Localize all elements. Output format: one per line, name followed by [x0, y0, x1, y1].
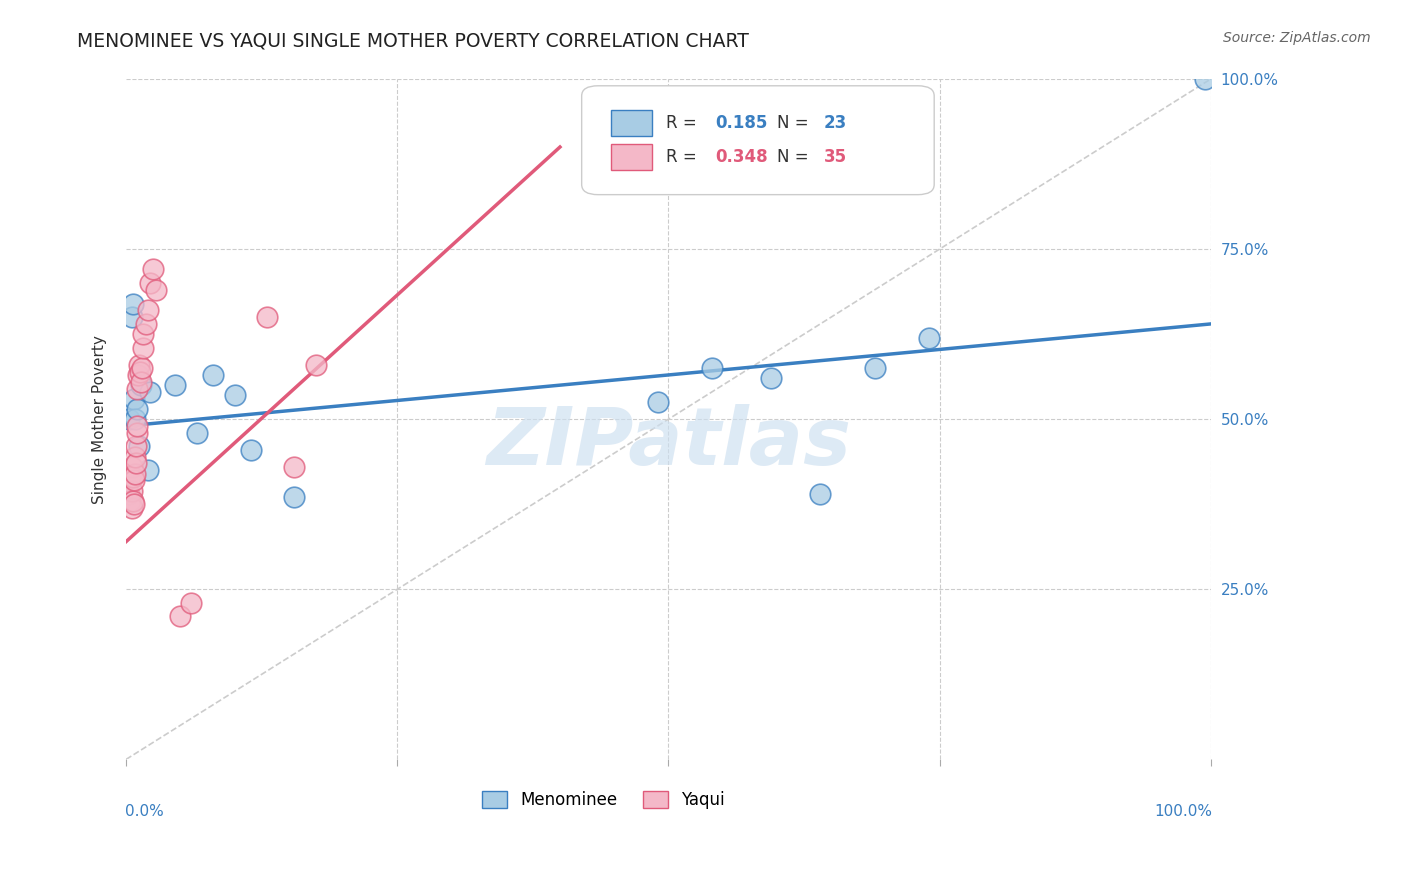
Point — [129, 375, 152, 389]
Point — [118, 487, 141, 501]
Point — [145, 283, 167, 297]
FancyBboxPatch shape — [582, 86, 934, 194]
Point — [180, 596, 202, 610]
Point — [132, 341, 155, 355]
Point — [283, 491, 305, 505]
Point — [700, 361, 723, 376]
Point — [918, 330, 941, 344]
Point — [135, 317, 157, 331]
Point — [224, 388, 246, 402]
Point — [647, 395, 669, 409]
Point — [121, 296, 143, 310]
Text: MENOMINEE VS YAQUI SINGLE MOTHER POVERTY CORRELATION CHART: MENOMINEE VS YAQUI SINGLE MOTHER POVERTY… — [77, 31, 749, 50]
Text: 0.0%: 0.0% — [125, 804, 163, 819]
Point — [124, 467, 146, 481]
Point — [129, 378, 152, 392]
Point — [163, 378, 186, 392]
Point — [125, 419, 148, 434]
Point — [129, 365, 152, 379]
Point — [132, 327, 155, 342]
Text: ZIPatlas: ZIPatlas — [486, 404, 851, 482]
Point — [121, 470, 143, 484]
Point — [142, 262, 165, 277]
Text: 35: 35 — [824, 148, 846, 166]
Point — [120, 470, 142, 484]
Point — [125, 439, 148, 453]
Point — [121, 493, 143, 508]
Text: R =: R = — [666, 114, 702, 132]
Point — [124, 412, 146, 426]
Point — [239, 442, 262, 457]
Point — [124, 450, 146, 464]
Point — [169, 609, 191, 624]
Text: 0.348: 0.348 — [716, 148, 768, 166]
Point — [128, 439, 150, 453]
Point — [283, 459, 305, 474]
Point — [125, 457, 148, 471]
Legend: Menominee, Yaqui: Menominee, Yaqui — [475, 784, 731, 815]
Point — [120, 493, 142, 508]
Point — [121, 310, 143, 325]
Point — [305, 358, 328, 372]
Text: 100.0%: 100.0% — [1154, 804, 1212, 819]
Point — [761, 371, 783, 385]
Text: Source: ZipAtlas.com: Source: ZipAtlas.com — [1223, 31, 1371, 45]
Point — [131, 361, 153, 376]
Point — [186, 425, 208, 440]
Point — [121, 500, 143, 515]
Point — [125, 425, 148, 440]
Point — [256, 310, 278, 325]
Point — [122, 474, 145, 488]
Point — [121, 483, 143, 498]
Point — [139, 276, 162, 290]
Text: 0.185: 0.185 — [716, 114, 768, 132]
Point — [136, 303, 159, 318]
FancyBboxPatch shape — [612, 145, 652, 170]
Point — [117, 483, 139, 498]
Point — [136, 463, 159, 477]
Point — [122, 392, 145, 406]
Point — [139, 384, 162, 399]
Text: N =: N = — [778, 148, 814, 166]
FancyBboxPatch shape — [612, 111, 652, 136]
Text: N =: N = — [778, 114, 814, 132]
Text: R =: R = — [666, 148, 702, 166]
Point — [122, 497, 145, 511]
Point — [118, 412, 141, 426]
Point — [201, 368, 224, 382]
Text: 23: 23 — [824, 114, 846, 132]
Point — [125, 401, 148, 416]
Y-axis label: Single Mother Poverty: Single Mother Poverty — [93, 334, 107, 504]
Point — [128, 358, 150, 372]
Point — [863, 361, 886, 376]
Point — [125, 382, 148, 396]
Point — [808, 487, 831, 501]
Point — [121, 459, 143, 474]
Point — [1194, 72, 1216, 87]
Point — [127, 368, 149, 382]
